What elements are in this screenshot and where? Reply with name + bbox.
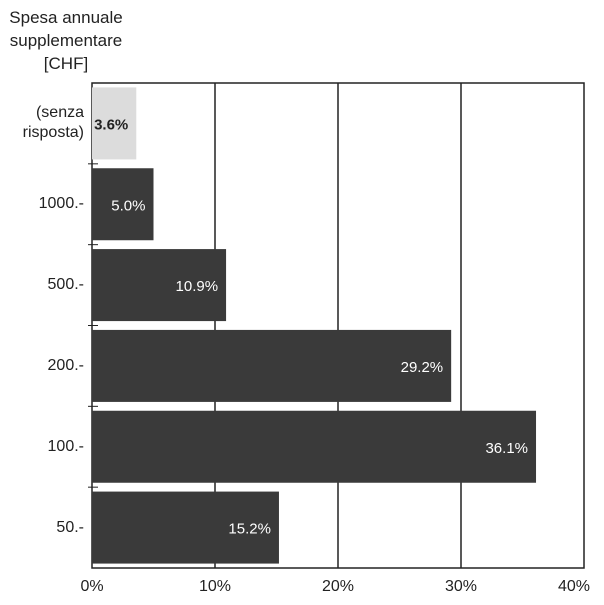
x-tick-1: 10% xyxy=(198,578,232,595)
category-label-3: 200.- xyxy=(47,356,84,374)
bar-5 xyxy=(92,491,279,564)
x-tick-0: 0% xyxy=(80,578,104,595)
bar-2 xyxy=(92,249,227,322)
category-label-2: 500.- xyxy=(47,276,84,294)
bar-4 xyxy=(92,410,537,483)
y-axis-title-line-2: supplementare xyxy=(9,31,123,50)
category-label-4: 100.- xyxy=(47,437,84,455)
category-label-5: 50.- xyxy=(56,518,84,536)
category-label-0: (senza risposta) xyxy=(22,104,84,142)
x-tick-4: 40% xyxy=(557,578,591,595)
value-label-0: 3.6% xyxy=(94,116,128,133)
y-axis-title-line-3: [CHF] xyxy=(43,54,89,73)
bar-1 xyxy=(92,168,154,241)
x-tick-3: 30% xyxy=(444,578,478,595)
value-label-5: 15.2% xyxy=(228,521,271,538)
y-axis-title: Spesa annuale supplementare [CHF] xyxy=(0,6,132,75)
value-label-4: 36.1% xyxy=(485,440,528,457)
value-label-1: 5.0% xyxy=(111,197,145,214)
category-label-1: 1000.- xyxy=(38,195,84,213)
value-label-3: 29.2% xyxy=(401,359,444,376)
bar-3 xyxy=(92,329,452,402)
value-label-2: 10.9% xyxy=(176,278,219,295)
y-axis-title-line-1: Spesa annuale xyxy=(9,8,123,27)
x-tick-2: 20% xyxy=(321,578,355,595)
bar-0 xyxy=(92,87,137,160)
